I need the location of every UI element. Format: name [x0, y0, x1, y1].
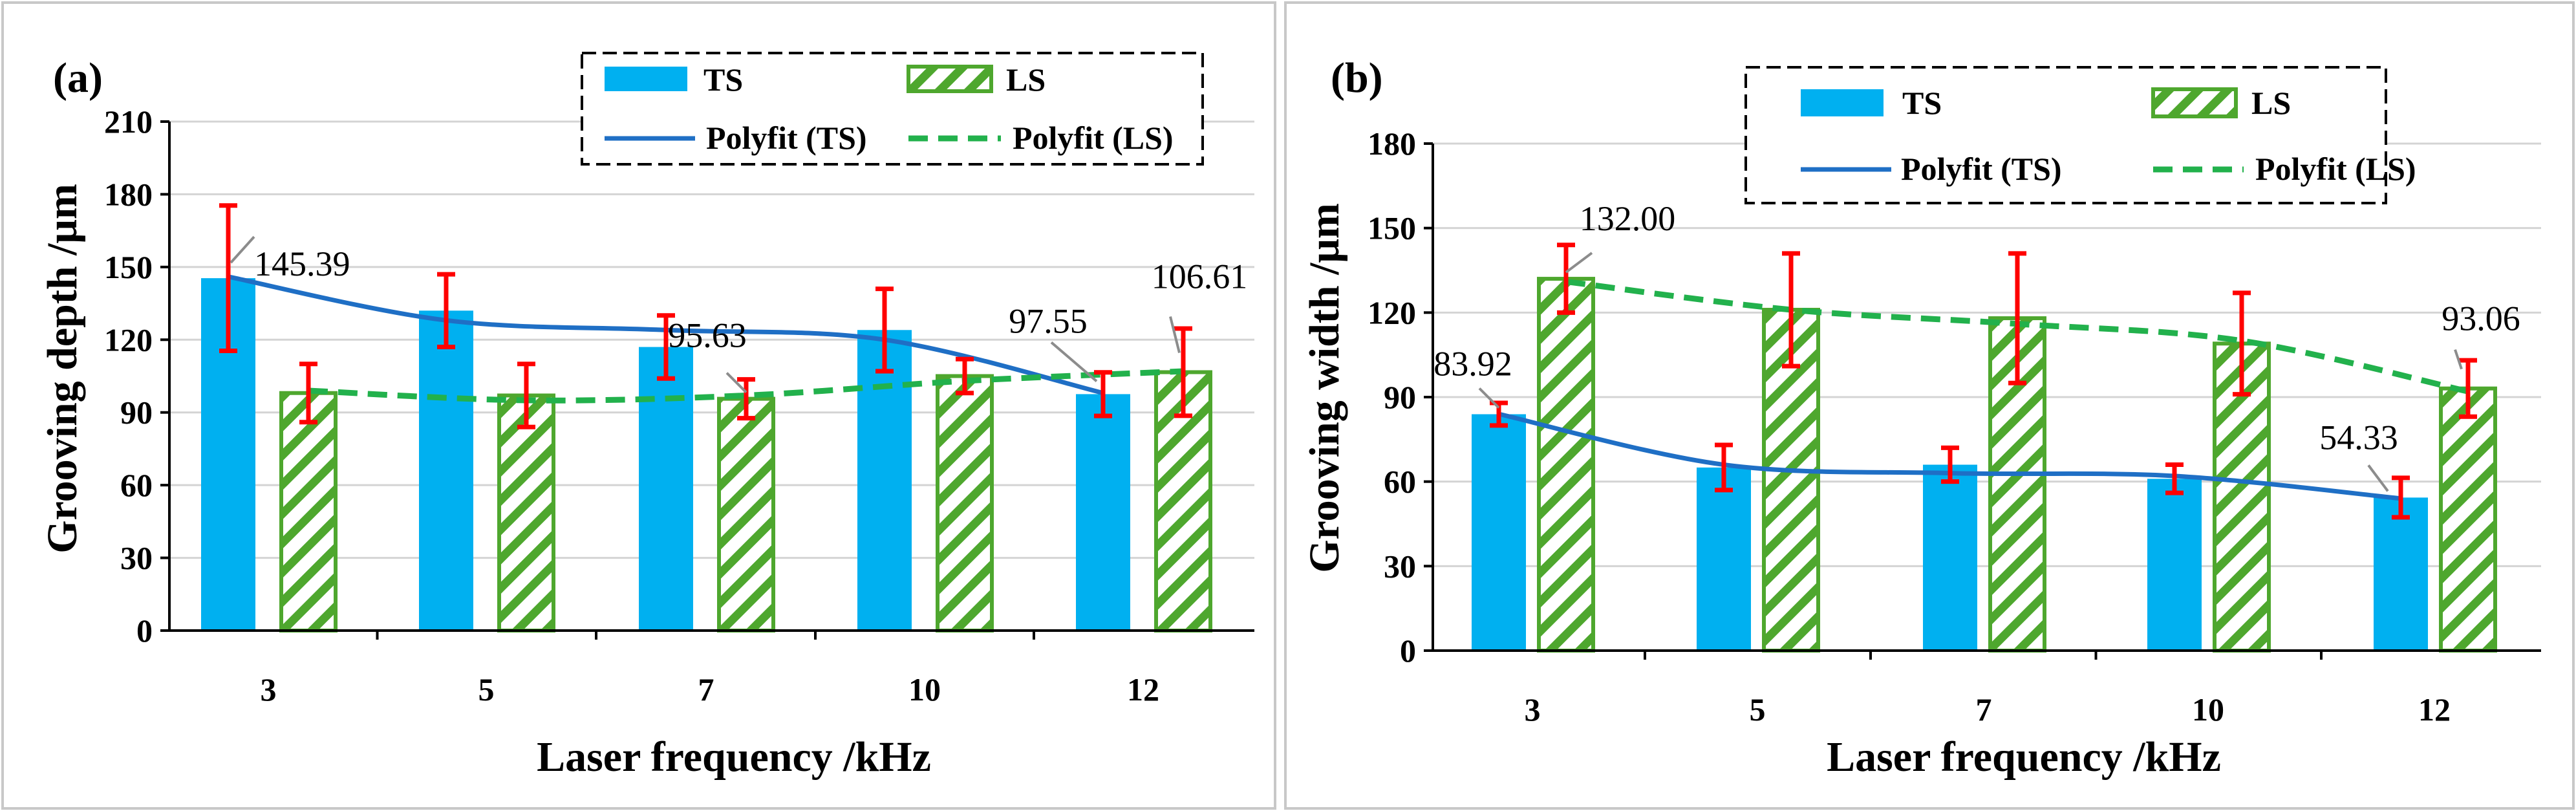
data-label-leader — [1050, 341, 1098, 382]
data-label-leader — [2367, 464, 2389, 492]
legend-label-ts: TS — [1902, 85, 1942, 121]
bar-ts — [1697, 467, 1751, 651]
data-label: 93.06 — [2442, 299, 2520, 338]
x-tick-label: 5 — [1750, 691, 1766, 728]
legend-swatch-ts — [1801, 89, 1884, 116]
data-label: 54.33 — [2319, 418, 2398, 457]
bar-ts — [2374, 497, 2428, 651]
y-tick-label: 30 — [120, 540, 153, 576]
bar-ts — [857, 330, 912, 631]
panel-label: (a) — [53, 54, 103, 102]
bar-ls — [717, 396, 775, 633]
bar-ts — [2147, 479, 2202, 651]
x-tick-label: 7 — [1976, 691, 1992, 728]
y-tick-label: 120 — [104, 321, 153, 358]
legend-swatch-ts — [605, 67, 687, 91]
data-label-leader — [230, 235, 255, 264]
legend-label-ls: LS — [2251, 85, 2291, 121]
legend-swatch-ls — [907, 65, 993, 93]
x-tick-label: 3 — [261, 671, 277, 708]
y-tick-label: 60 — [120, 467, 153, 503]
x-tick-label: 10 — [908, 671, 941, 708]
bar-ls — [497, 393, 555, 633]
legend: TS LS Polyfit (TS) Polyfit (LS) — [581, 52, 1204, 166]
data-label-leader — [1478, 387, 1500, 409]
legend-label-fit-ts: Polyfit (TS) — [1901, 151, 2062, 187]
y-axis-title: Grooving depth /μm — [39, 184, 86, 554]
y-tick-label: 210 — [104, 103, 153, 140]
data-label-leader — [2454, 349, 2463, 370]
x-tick-label: 5 — [478, 671, 495, 708]
x-tick-label: 12 — [1127, 671, 1159, 708]
data-label-leader — [1169, 316, 1181, 353]
x-tick-label: 3 — [1525, 691, 1541, 728]
bar-ls — [1537, 277, 1595, 653]
legend-label-ls: LS — [1006, 61, 1046, 98]
panel-frame — [1, 1, 1276, 810]
bar-ls — [936, 374, 994, 633]
x-axis-title: Laser frequency /kHz — [1827, 733, 2221, 781]
y-tick-label: 150 — [104, 249, 153, 285]
y-axis-title: Grooving width /μm — [1301, 203, 1348, 573]
data-label: 132.00 — [1580, 199, 1676, 238]
legend-label-fit-ls: Polyfit (LS) — [1013, 120, 1174, 156]
y-tick-label: 60 — [1384, 464, 1416, 500]
bar-ls — [279, 391, 338, 633]
legend-label-fit-ls: Polyfit (LS) — [2255, 151, 2416, 187]
bar-ls — [2439, 386, 2497, 653]
bar-ts — [639, 347, 693, 631]
chart-panel-a: 0 30 60 90 120 150 180 210 3 5 7 10 12 145.39 95.63 97… — [1, 1, 1276, 810]
y-tick-label: 0 — [1400, 633, 1416, 669]
y-tick-label: 30 — [1384, 548, 1416, 584]
data-label-leader — [725, 372, 747, 394]
y-tick-label: 90 — [120, 395, 153, 431]
legend-swatch-ls — [2151, 87, 2238, 118]
data-label-leader — [1565, 252, 1593, 274]
data-label: 97.55 — [1009, 301, 1088, 340]
y-tick-label: 180 — [1368, 125, 1416, 162]
y-tick-label: 90 — [1384, 379, 1416, 415]
y-tick-label: 120 — [1368, 294, 1416, 330]
chart-panel-b: 0 30 60 90 120 150 180 3 5 7 10 12 83.92 132.00 54.33… — [1284, 1, 2575, 810]
bar-ts — [1923, 464, 1977, 651]
x-tick-label: 7 — [698, 671, 714, 708]
y-tick-label: 0 — [136, 612, 153, 649]
data-label: 95.63 — [668, 316, 747, 355]
data-label: 145.39 — [254, 244, 350, 283]
y-tick-label: 180 — [104, 176, 153, 212]
x-axis-title: Laser frequency /kHz — [537, 733, 931, 781]
legend-frame — [1744, 66, 2387, 204]
bar-ts — [419, 310, 473, 631]
x-tick-label: 12 — [2418, 691, 2451, 728]
data-label: 83.92 — [1433, 344, 1512, 383]
y-tick-label: 150 — [1368, 210, 1416, 246]
legend-label-fit-ts: Polyfit (TS) — [706, 120, 867, 156]
panel-frame — [1284, 1, 2575, 810]
bar-ts — [1076, 394, 1130, 631]
bar-ts — [1472, 414, 1526, 651]
legend: TS LS Polyfit (TS) Polyfit (LS) — [1744, 66, 2416, 204]
data-label: 106.61 — [1152, 257, 1248, 296]
x-tick-label: 10 — [2192, 691, 2224, 728]
legend-label-ts: TS — [703, 61, 743, 98]
panel-label: (b) — [1331, 54, 1383, 102]
